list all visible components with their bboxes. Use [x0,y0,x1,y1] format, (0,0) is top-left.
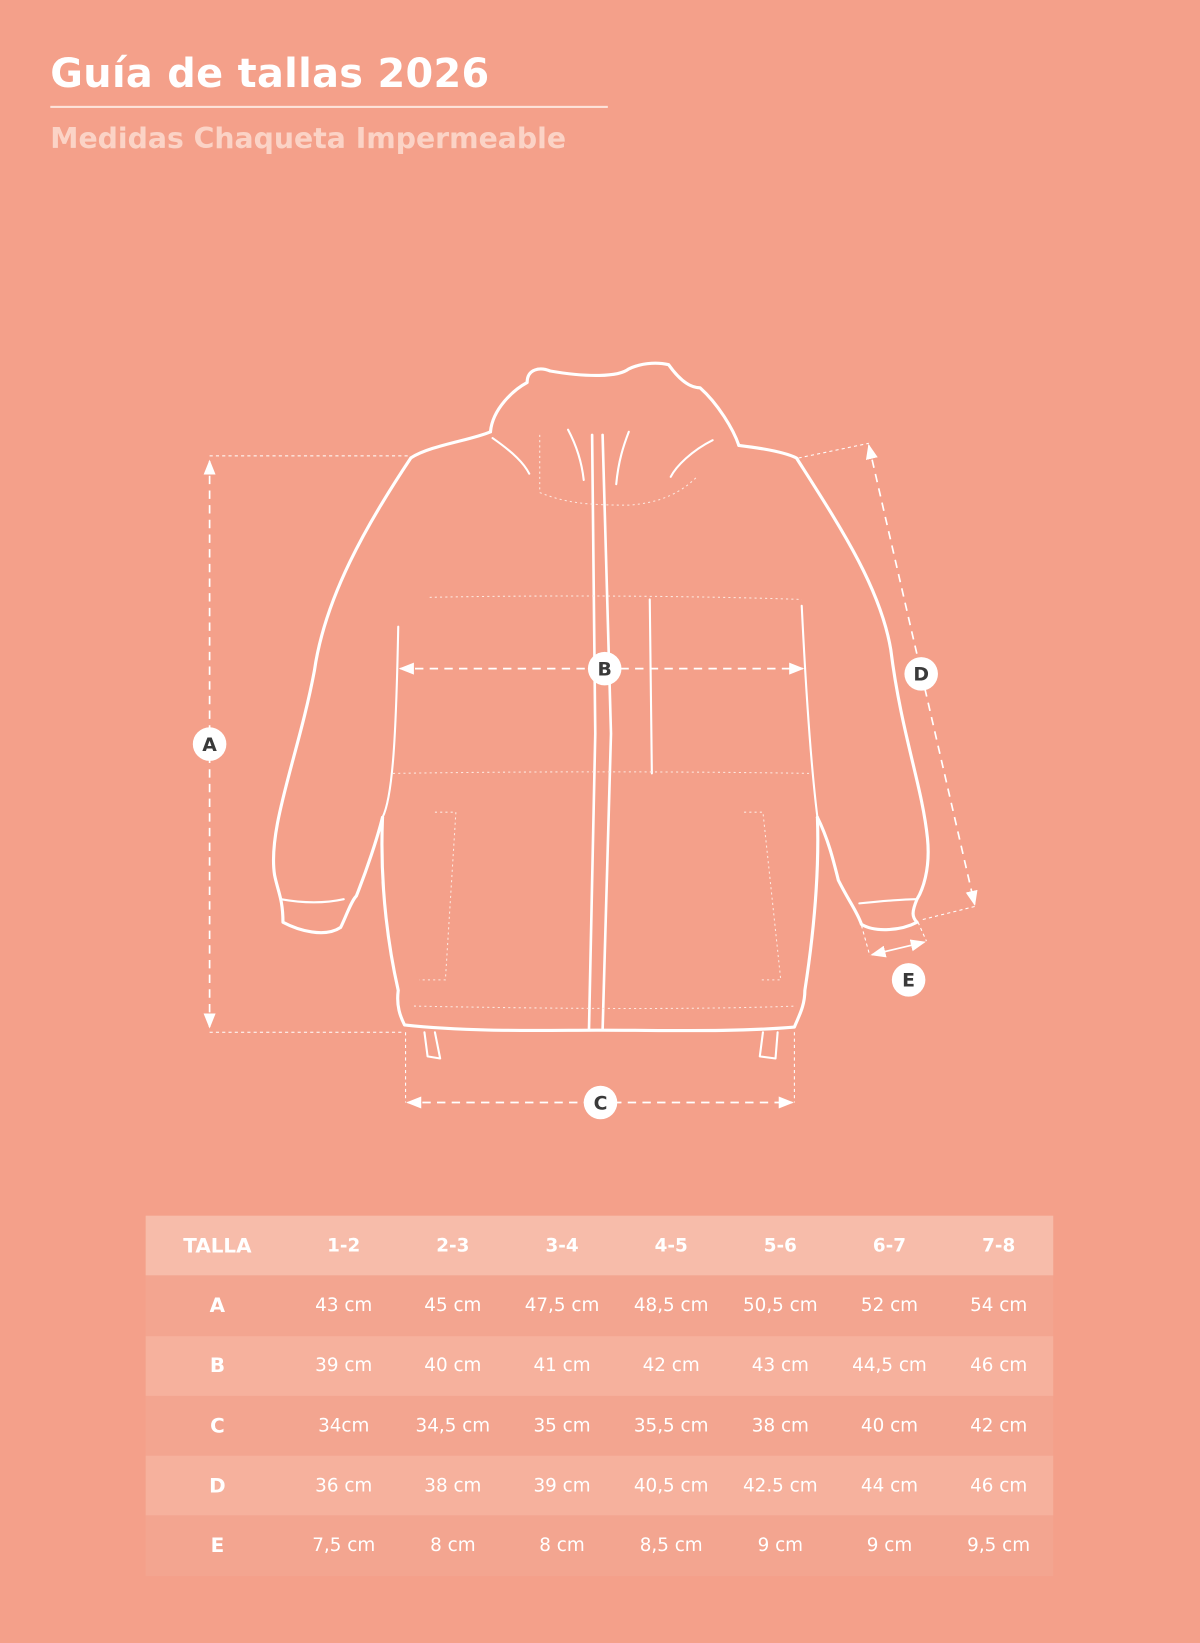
page-subtitle: Medidas Chaqueta Impermeable [50,122,567,156]
size-table: TALLA 1-2 2-3 3-4 4-5 5-6 6-7 7-8 A 43 cm… [145,1215,1054,1576]
header-cell: 7-8 [982,1235,1016,1257]
table-cell: 42.5 cm [743,1475,818,1497]
table-cell: 48,5 cm [633,1295,709,1317]
marker-c-label: C [594,1092,608,1114]
row-label: C [210,1414,225,1438]
marker-e [891,963,926,997]
header-cell: TALLA [183,1234,252,1258]
table-cell: 52 cm [860,1295,919,1317]
table-cell: 43 cm [315,1295,373,1317]
table-cell: 41 cm [533,1355,591,1377]
row-label: D [209,1474,226,1498]
row-label: A [209,1294,226,1318]
header-cell: 2-3 [436,1235,470,1257]
table-row: D 36 cm 38 cm 39 cm 40,5 cm 42.5 cm 44 cm 46 cm [145,1455,1054,1516]
marker-c [583,1085,618,1120]
table-cell: 40 cm [860,1415,919,1437]
row-label: E [210,1534,225,1558]
table-cell: 35 cm [533,1415,591,1437]
row-label: B [209,1354,225,1378]
title-divider [50,105,608,108]
table-header-row: TALLA 1-2 2-3 3-4 4-5 5-6 6-7 7-8 [145,1215,1054,1276]
table-cell: 42 cm [970,1415,1028,1437]
table-cell: 40,5 cm [633,1475,709,1497]
table-cell: 45 cm [424,1295,482,1317]
table-cell: 44,5 cm [852,1355,927,1377]
table-cell: 46 cm [970,1355,1028,1377]
table-cell: 9 cm [757,1535,804,1557]
table-cell: 7,5 cm [312,1535,376,1557]
table-cell: 46 cm [970,1475,1028,1497]
marker-d [904,657,938,691]
marker-d-label: D [913,664,929,686]
table-cell: 34,5 cm [415,1415,491,1437]
table-cell: 8 cm [430,1535,476,1557]
header-cell: 6-7 [872,1235,907,1257]
table-cell: 34cm [318,1415,370,1437]
table-cell: 9 cm [866,1535,913,1557]
table-cell: 47,5 cm [524,1295,600,1317]
header-cell: 1-2 [327,1235,361,1257]
header-cell: 3-4 [545,1235,579,1257]
measure-e-line [870,939,926,958]
marker-b-label: B [598,658,612,680]
table-cell: 8,5 cm [639,1535,703,1557]
table-cell: 38 cm [424,1475,482,1497]
table-cell: 35,5 cm [633,1415,709,1437]
table-row: C 34cm 34,5 cm 35 cm 35,5 cm 38 cm 40 cm 42 cm [145,1395,1054,1456]
marker-e-label: E [902,970,915,992]
header-cell: 4-5 [654,1235,688,1257]
table-cell: 9,5 cm [967,1535,1031,1557]
table-cell: 39 cm [533,1475,591,1497]
marker-b [587,651,622,686]
page-title: Guía de tallas 2026 [50,50,490,97]
table-cell: 43 cm [751,1355,809,1377]
table-cell: 39 cm [315,1355,373,1377]
table-cell: 54 cm [970,1295,1028,1317]
table-cell: 50,5 cm [743,1295,818,1317]
table-row: A 43 cm 45 cm 47,5 cm 48,5 cm 50,5 cm 52 cm 54 … [145,1275,1054,1336]
table-cell: 44 cm [860,1475,919,1497]
table-cell: 8 cm [539,1535,585,1557]
header-cell: 5-6 [763,1235,797,1257]
jacket-seams [392,434,813,1010]
table-cell: 40 cm [424,1355,482,1377]
table-cell: 38 cm [751,1415,809,1437]
marker-a-label: A [202,734,217,756]
table-row: E 7,5 cm 8 cm 8 cm 8,5 cm 9 cm 9 cm 9,5 cm [145,1515,1054,1576]
table-cell: 36 cm [315,1475,373,1497]
table-row: B 39 cm 40 cm 41 cm 42 cm 43 cm 44,5 cm 46 cm [145,1335,1054,1396]
marker-a [192,727,227,761]
jacket-outline [272,361,930,1060]
table-cell: 42 cm [642,1355,700,1377]
